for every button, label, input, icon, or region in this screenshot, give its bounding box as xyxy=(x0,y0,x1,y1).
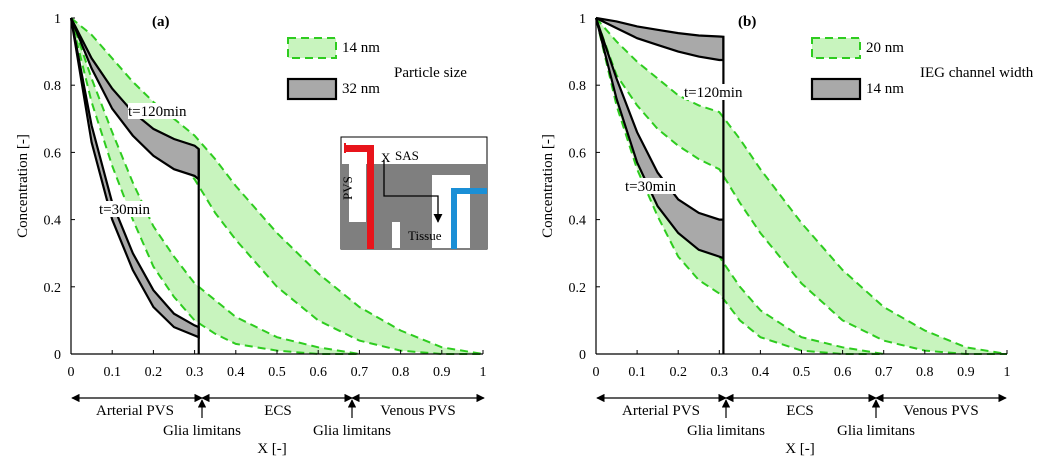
panel-b-regions: Arterial PVS ECS Venous PVS Glia limitan… xyxy=(596,393,1007,439)
panel-a-legend-entry-1: 14 nm xyxy=(342,40,380,56)
panel-b-xtick-label: 0.3 xyxy=(711,365,729,380)
panel-b-region-arterial-bg xyxy=(610,402,718,418)
panel-a-xtick-label: 0 xyxy=(68,365,75,380)
inset-label-sas: SAS xyxy=(395,148,419,163)
panel-a-xtick-label: 1 xyxy=(480,365,487,380)
inset-label-tissue: Tissue xyxy=(408,228,442,243)
panel-a-xtick-label: 0.2 xyxy=(145,365,163,380)
panel-a-ytick-label: 0.6 xyxy=(44,146,62,161)
panel-b-legend-swatch-green xyxy=(811,37,861,59)
panel-a-region-arterial: Arterial PVS xyxy=(96,403,174,419)
inset-artery xyxy=(345,145,374,249)
panel-b-xtick-label: 0.4 xyxy=(752,365,770,380)
panel-b-xtick-label: 0.2 xyxy=(669,365,687,380)
panel-a-legend-swatch-green xyxy=(287,37,337,59)
panel-b-ytick-label: 0.2 xyxy=(569,281,587,296)
panel-a-xtick-label: 0.6 xyxy=(309,365,327,380)
panel-b: 0 0.1 0.2 0.3 0.4 0.5 0.6 0.7 0.8 0.9 1 0 0.2 0.4 0.6 0… xyxy=(540,12,1034,457)
panel-a: 0 0.1 0.2 0.3 0.4 0.5 0.6 0.7 0.8 0.9 1 0 0.2 0.4 0.6 0… xyxy=(15,12,488,457)
panel-b-annot-120-bg xyxy=(684,84,756,100)
panel-a-legend-swatch-gray xyxy=(286,77,338,101)
panel-a-regions: Arterial PVS ECS Venous PVS Glia limitan… xyxy=(71,393,485,439)
panel-b-ytick-label: 0.8 xyxy=(569,79,587,94)
panel-a-ylabel: Concentration [-] xyxy=(15,134,31,238)
panel-a-boundary-1: Glia limitans xyxy=(163,423,241,439)
inset-pvs-channel xyxy=(349,150,366,222)
panel-a-xtick-label: 0.7 xyxy=(351,365,369,380)
panel-b-boundary-1: Glia limitans xyxy=(687,423,765,439)
panel-a-region-arterial-bg xyxy=(86,402,194,418)
panel-b-xtick-label: 0.9 xyxy=(957,365,975,380)
panel-a-axes: 0 0.1 0.2 0.3 0.4 0.5 0.6 0.7 0.8 0.9 1 0 0.2 0.4 0.6 0… xyxy=(44,12,487,380)
panel-b-legend-entry-2: 14 nm xyxy=(866,81,904,97)
panel-b-region-arterial: Arterial PVS xyxy=(622,403,700,419)
panel-b-region-ecs: ECS xyxy=(786,403,814,419)
panel-b-ytick-label: 0.6 xyxy=(569,146,587,161)
inset-label-pvs: PVS xyxy=(340,176,355,200)
panel-b-xtick-label: 0.6 xyxy=(834,365,852,380)
inset-artery-cap xyxy=(344,143,346,153)
panel-b-xtick-label: 0 xyxy=(593,365,600,380)
panel-b-ytick-label: 0 xyxy=(579,348,586,363)
panel-b-boundary-2: Glia limitans xyxy=(837,423,915,439)
inset-diagram: PVS SAS X Tissue xyxy=(340,136,488,250)
inset-tissue-main xyxy=(379,164,487,249)
panel-b-legend-entry-1: 20 nm xyxy=(866,40,904,56)
panel-b-legend-swatch-gray xyxy=(810,77,862,101)
panel-b-legend-title: IEG channel width xyxy=(920,65,1034,81)
panel-b-annotation-120: t=120min xyxy=(684,85,743,101)
panel-a-ytick-label: 0.4 xyxy=(44,214,62,229)
panel-b-ylabel: Concentration [-] xyxy=(540,134,556,238)
panel-a-xlabel: X [-] xyxy=(257,441,287,457)
panel-b-region-venous: Venous PVS xyxy=(903,403,978,419)
panel-a-annot-120-bg xyxy=(128,103,200,119)
inset-vein xyxy=(451,188,487,249)
panel-b-xtick-label: 0.5 xyxy=(793,365,811,380)
panel-b-axes: 0 0.1 0.2 0.3 0.4 0.5 0.6 0.7 0.8 0.9 1 0 0.2 0.4 0.6 0… xyxy=(569,12,1011,380)
panel-a-legend-title: Particle size xyxy=(394,65,467,81)
panel-a-ytick-label: 0.2 xyxy=(44,281,62,296)
panel-b-label: (b) xyxy=(738,14,756,30)
panel-a-xtick-label: 0.5 xyxy=(268,365,286,380)
panel-b-annotation-30: t=30min xyxy=(625,179,676,195)
panel-b-xtick-label: 0.7 xyxy=(875,365,893,380)
panel-b-xtick-label: 1 xyxy=(1004,365,1011,380)
panel-b-ytick-label: 1 xyxy=(579,12,586,27)
panel-b-ytick-label: 0.4 xyxy=(569,214,587,229)
panel-a-ytick-label: 0.8 xyxy=(44,79,62,94)
panel-a-legend-entry-2: 32 nm xyxy=(342,81,380,97)
panel-a-annot-30-bg xyxy=(98,201,160,217)
panel-a-xtick-label: 0.8 xyxy=(392,365,410,380)
panel-b-xtick-label: 0.8 xyxy=(916,365,934,380)
panel-a-xtick-label: 0.3 xyxy=(186,365,204,380)
panel-a-xtick-label: 0.1 xyxy=(103,365,121,380)
panel-a-label: (a) xyxy=(152,14,170,30)
inset-path-arrow xyxy=(383,160,443,223)
panel-a-annotation-120: t=120min xyxy=(128,104,187,120)
panel-a-xtick-label: 0.4 xyxy=(227,365,245,380)
panel-a-ytick-label: 0 xyxy=(54,348,61,363)
panel-a-boundary-2: Glia limitans xyxy=(313,423,391,439)
panel-a-region-ecs: ECS xyxy=(264,403,292,419)
panel-a-region-venous: Venous PVS xyxy=(380,403,455,419)
panel-a-xtick-label: 0.9 xyxy=(433,365,451,380)
panel-a-ytick-label: 1 xyxy=(54,12,61,27)
panel-a-annotation-30: t=30min xyxy=(99,202,150,218)
panel-b-xtick-label: 0.1 xyxy=(628,365,646,380)
panel-b-xlabel: X [-] xyxy=(785,441,815,457)
inset-label-x: X xyxy=(381,150,391,165)
panel-b-annot-30-bg xyxy=(624,178,686,194)
